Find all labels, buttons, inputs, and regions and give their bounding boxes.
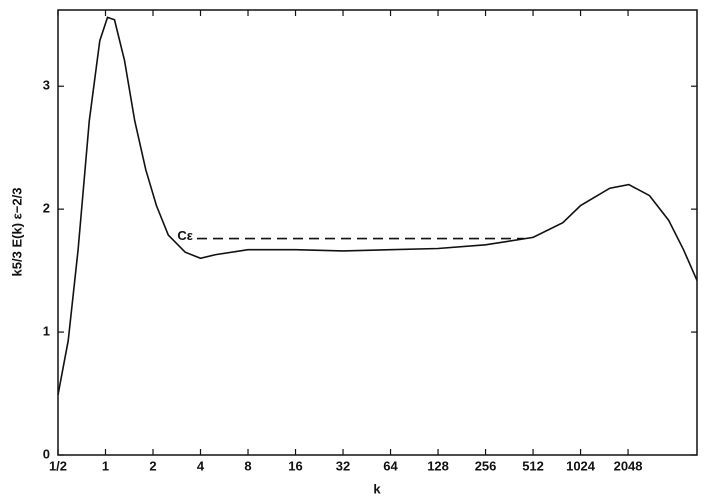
x-tick-label: 8: [244, 458, 251, 473]
y-tick-label: 3: [43, 78, 50, 93]
x-tick-label: 64: [383, 458, 398, 473]
line-series: [57, 16, 698, 395]
x-tick-label: 2: [149, 458, 156, 473]
x-tick-label: 32: [336, 458, 350, 473]
y-axis-label: k5/3 E(k) ε−2/3: [9, 188, 24, 277]
y-tick-label: 0: [43, 446, 50, 461]
x-tick-label: 128: [427, 458, 449, 473]
plot-frame: [57, 9, 698, 456]
y-tick-label: 2: [43, 201, 50, 216]
series-label: Cε: [177, 228, 193, 243]
x-axis-label: k: [373, 481, 381, 496]
x-tick-label: 1024: [566, 458, 596, 473]
x-tick-label: 16: [288, 458, 302, 473]
x-tick-label: 2048: [614, 458, 643, 473]
x-tick-label: 512: [522, 458, 544, 473]
x-tick-label: 1: [102, 458, 109, 473]
x-tick-label: 1/2: [49, 458, 67, 473]
y-tick-label: 1: [43, 324, 50, 339]
x-tick-label: 4: [197, 458, 205, 473]
x-tick-label: 256: [475, 458, 497, 473]
